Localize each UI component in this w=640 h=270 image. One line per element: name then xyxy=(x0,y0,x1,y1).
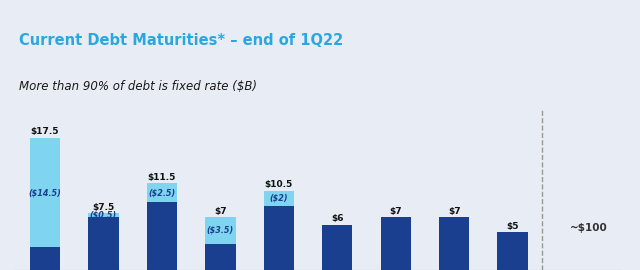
Bar xyxy=(205,244,236,270)
Text: $7: $7 xyxy=(389,207,402,216)
Text: ($2): ($2) xyxy=(269,194,288,203)
Text: ($2.5): ($2.5) xyxy=(148,188,175,197)
Bar xyxy=(29,247,60,270)
Text: More than 90% of debt is fixed rate ($B): More than 90% of debt is fixed rate ($B) xyxy=(19,80,257,93)
Text: $5: $5 xyxy=(506,222,519,231)
Text: $7: $7 xyxy=(448,207,461,216)
Text: Current Debt Maturities* – end of 1Q22: Current Debt Maturities* – end of 1Q22 xyxy=(19,33,343,48)
Text: $7: $7 xyxy=(214,207,227,216)
Bar xyxy=(322,225,353,270)
Text: $10.5: $10.5 xyxy=(265,180,293,189)
Bar xyxy=(381,217,411,270)
Bar xyxy=(322,225,353,270)
Text: $11.5: $11.5 xyxy=(148,173,176,182)
Bar xyxy=(439,217,469,270)
Bar xyxy=(147,202,177,270)
Text: $17.5: $17.5 xyxy=(31,127,60,136)
Text: ($0.5): ($0.5) xyxy=(90,211,117,220)
Bar xyxy=(147,183,177,270)
Bar xyxy=(264,206,294,270)
Bar xyxy=(88,213,118,270)
Text: ($14.5): ($14.5) xyxy=(29,188,61,197)
Text: ($3.5): ($3.5) xyxy=(207,226,234,235)
Bar xyxy=(439,217,469,270)
Text: $7.5: $7.5 xyxy=(92,203,115,212)
Bar xyxy=(381,217,411,270)
Bar xyxy=(29,138,60,270)
Bar xyxy=(497,232,528,270)
Bar xyxy=(497,232,528,270)
Text: $6: $6 xyxy=(331,214,344,223)
Bar xyxy=(205,217,236,270)
Text: ~$100: ~$100 xyxy=(570,224,607,234)
Bar xyxy=(264,191,294,270)
Bar xyxy=(88,217,118,270)
